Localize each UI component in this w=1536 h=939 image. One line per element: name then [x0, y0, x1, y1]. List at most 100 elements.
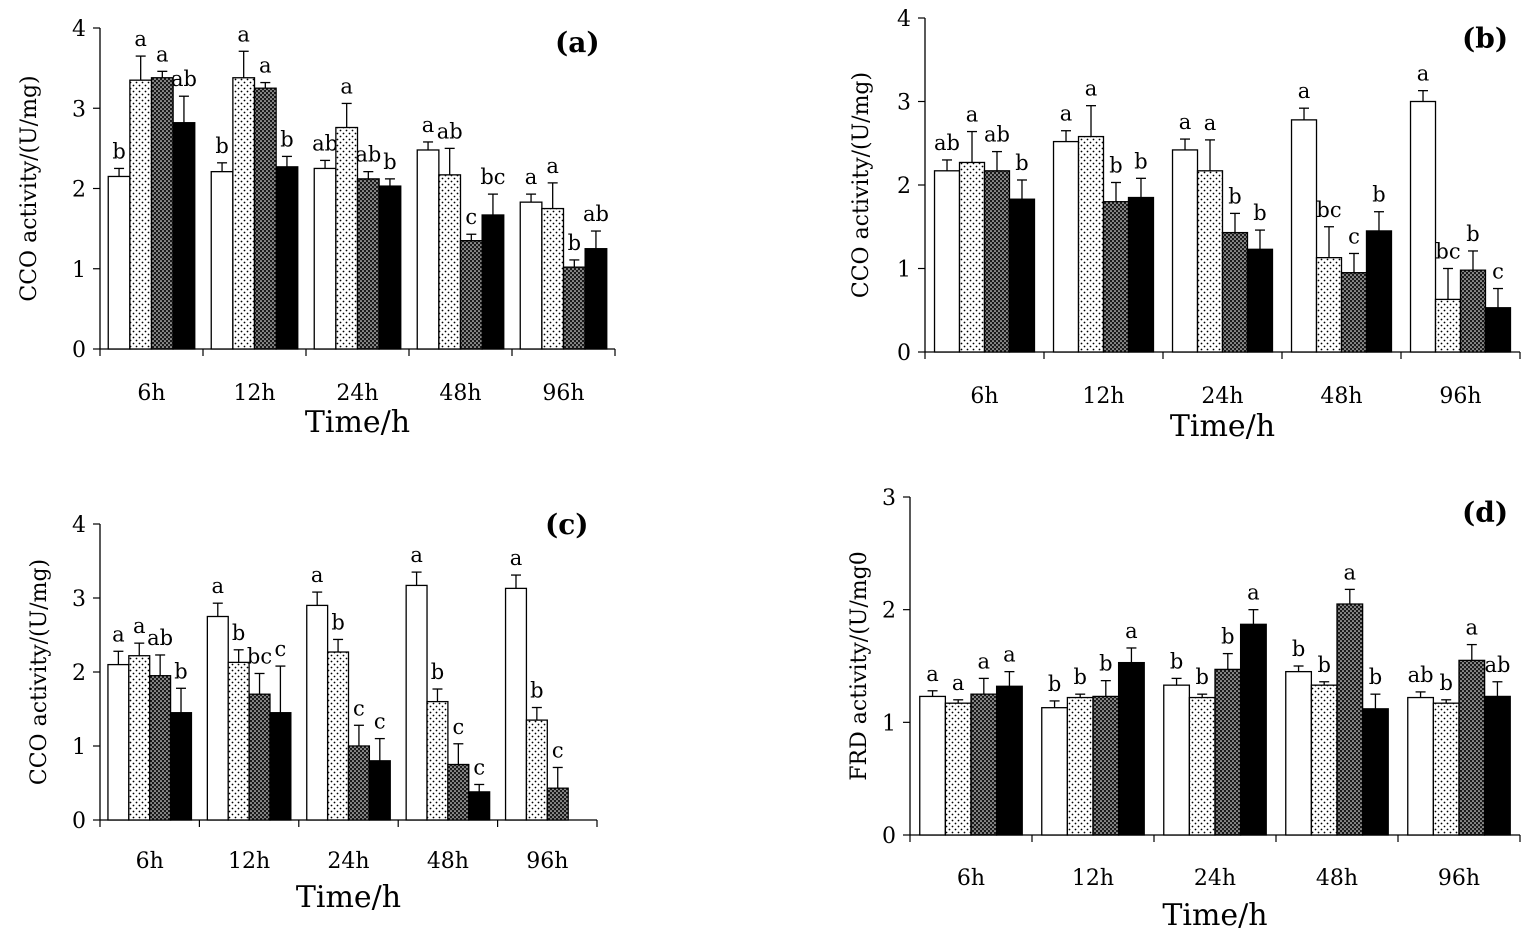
significance-letter: ab — [171, 67, 197, 91]
bar — [1409, 100, 1437, 353]
significance-letter: a — [546, 154, 559, 178]
bar — [129, 79, 153, 350]
bar — [1214, 668, 1242, 836]
bar — [983, 170, 1011, 353]
bar — [206, 615, 229, 821]
significance-letter: a — [926, 662, 939, 686]
y-tick-label: 0 — [897, 341, 911, 366]
bar — [107, 663, 130, 821]
significance-letter: a — [1085, 77, 1098, 101]
y-tick-label: 0 — [882, 824, 896, 849]
significance-letter: a — [1179, 110, 1192, 134]
significance-letter: c — [1348, 224, 1360, 248]
significance-letter: bc — [1316, 198, 1341, 222]
bar — [1407, 696, 1435, 836]
x-tick-label: 96h — [526, 849, 568, 874]
x-axis-title: Time/h — [296, 880, 401, 915]
bar — [1365, 230, 1393, 353]
significance-letter: b — [1439, 671, 1452, 695]
x-tick-label: 6h — [970, 384, 998, 409]
bar — [995, 685, 1023, 836]
x-axis-title: Time/h — [1162, 898, 1267, 933]
significance-letter: c — [552, 738, 564, 762]
bar — [169, 712, 193, 821]
bar — [1459, 269, 1487, 353]
bar — [313, 167, 337, 350]
bar — [1239, 623, 1267, 836]
significance-letter: b — [1292, 637, 1305, 661]
significance-letter: b — [280, 127, 293, 151]
significance-letter: a — [525, 165, 538, 189]
significance-letter: ab — [1408, 663, 1434, 687]
y-tick-label: 2 — [72, 661, 86, 686]
y-tick-label: 1 — [72, 258, 86, 283]
significance-letter: ab — [583, 202, 609, 226]
y-tick-label: 3 — [72, 97, 86, 122]
x-tick-label: 24h — [1201, 384, 1243, 409]
bar — [546, 787, 569, 821]
panel-label: (c) — [545, 508, 589, 541]
significance-letter: a — [212, 574, 225, 598]
x-tick-label: 12h — [1082, 384, 1124, 409]
bar — [1483, 695, 1511, 836]
y-tick-label: 1 — [897, 258, 911, 283]
y-tick-label: 0 — [72, 338, 86, 363]
significance-letter: b — [1369, 665, 1382, 689]
significance-letter: b — [1073, 665, 1086, 689]
significance-letter: c — [473, 755, 485, 779]
bar — [541, 207, 565, 350]
bar — [253, 87, 277, 350]
bar — [1458, 659, 1486, 836]
x-tick-label: 6h — [137, 381, 165, 406]
significance-letter: b — [530, 679, 543, 703]
bar — [232, 77, 256, 350]
x-axis-title: Time/h — [1170, 409, 1275, 444]
y-axis-title: CCO activity/(U/mg) — [17, 75, 42, 301]
y-tick-label: 0 — [72, 809, 86, 834]
bar — [1315, 256, 1343, 353]
significance-letter: b — [1109, 153, 1122, 177]
significance-letter: b — [1195, 665, 1208, 689]
y-tick-label: 2 — [882, 599, 896, 624]
significance-letter: b — [1134, 149, 1147, 173]
significance-letter: b — [215, 134, 228, 158]
bar — [1171, 149, 1199, 353]
bar — [525, 719, 548, 821]
panel-label: (a) — [555, 26, 600, 59]
y-tick-label: 3 — [72, 587, 86, 612]
bar — [150, 77, 174, 350]
significance-letter: b — [383, 150, 396, 174]
x-tick-label: 96h — [1438, 866, 1480, 891]
bar — [958, 161, 986, 353]
bar — [459, 240, 483, 350]
x-tick-label: 12h — [1072, 866, 1114, 891]
significance-letter: a — [410, 543, 423, 567]
bar — [919, 695, 947, 836]
y-tick-label: 3 — [897, 91, 911, 116]
bar — [1066, 696, 1094, 836]
bar — [1077, 135, 1105, 353]
bar — [1188, 696, 1216, 836]
bar — [1117, 661, 1145, 836]
significance-letter: a — [1003, 643, 1016, 667]
significance-letter: b — [1221, 625, 1234, 649]
y-tick-label: 1 — [72, 735, 86, 760]
x-tick-label: 24h — [336, 381, 378, 406]
significance-letter: ab — [355, 143, 381, 167]
y-tick-label: 2 — [72, 178, 86, 203]
significance-letter: b — [431, 660, 444, 684]
x-tick-label: 48h — [1320, 384, 1362, 409]
significance-letter: a — [510, 546, 523, 570]
y-axis-title: CCO activity/(U/mg) — [27, 559, 52, 785]
significance-letter: a — [311, 563, 324, 587]
x-tick-label: 96h — [542, 381, 584, 406]
x-tick-label: 96h — [1439, 384, 1481, 409]
bar — [1336, 603, 1364, 836]
bar — [438, 174, 462, 350]
significance-letter: a — [1060, 102, 1073, 126]
significance-letter: a — [1344, 560, 1357, 584]
significance-letter: b — [1466, 222, 1479, 246]
x-tick-label: 24h — [1194, 866, 1236, 891]
x-tick-label: 48h — [439, 381, 481, 406]
